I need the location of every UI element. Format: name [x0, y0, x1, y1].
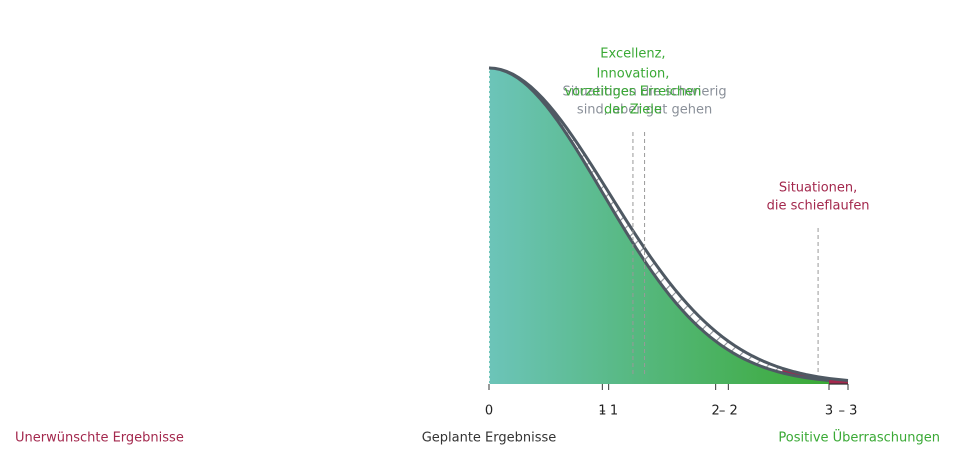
bottom-label: Positive Überraschungen [778, 429, 940, 446]
annotation: der Ziele [604, 103, 662, 118]
annotation: vorzeitiges Erreichen [564, 85, 701, 100]
annotation: Excellenz, [600, 47, 665, 62]
x-tick-label: – 2 [719, 404, 738, 419]
curve [488, 66, 849, 382]
annotation: sind, aber gut gehen [577, 103, 712, 118]
annotation: die schieflaufen [767, 199, 870, 214]
annotation: Situationen die schwierig [563, 85, 727, 100]
x-tick-label: 1 [598, 404, 606, 419]
annotation: Situationen, [779, 181, 857, 196]
x-tick-label: – 3 [839, 404, 858, 419]
x-tick-label: 0 [485, 404, 493, 419]
annotation: Innovation, [596, 67, 669, 82]
x-tick-label: 2 [712, 404, 720, 419]
x-tick-label: – 1 [599, 404, 618, 419]
bottom-label: Unerwünschte Ergebnisse [15, 431, 184, 446]
bottom-label: Geplante Ergebnisse [422, 431, 557, 446]
x-tick-label: 3 [825, 404, 833, 419]
